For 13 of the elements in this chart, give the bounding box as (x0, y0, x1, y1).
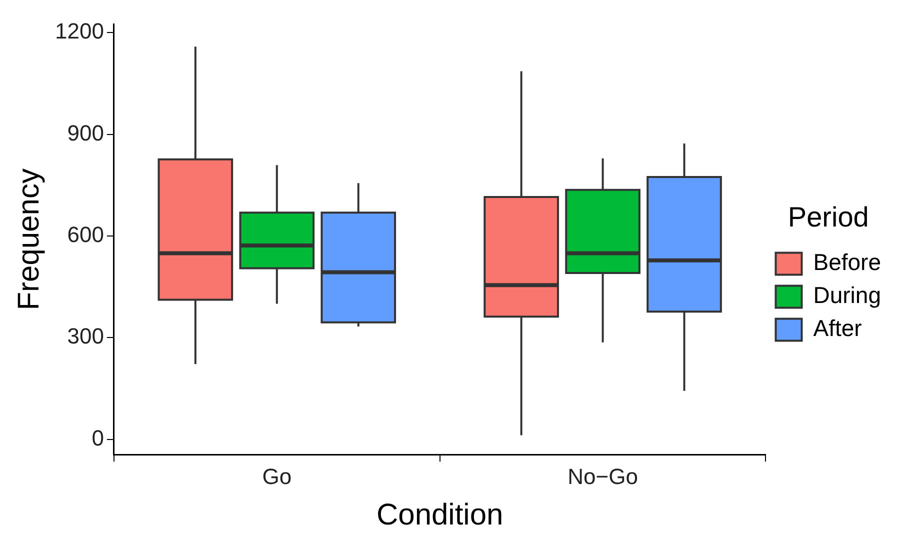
legend-label: After (813, 315, 862, 342)
y-tick-label: 600 (67, 222, 104, 248)
legend-label: Before (813, 249, 881, 276)
y-tick-label: 0 (92, 425, 104, 450)
legend-label: During (813, 282, 881, 308)
x-tick-label: No−Go (568, 464, 638, 489)
x-axis-title: Condition (376, 498, 504, 532)
y-tick-label: 300 (67, 324, 104, 349)
y-tick-label: 1200 (54, 18, 104, 44)
x-tick-label: Go (262, 464, 292, 489)
y-axis-title: Frequency (12, 168, 46, 310)
y-tick-label: 900 (67, 120, 104, 146)
legend-title: Period (788, 201, 869, 232)
